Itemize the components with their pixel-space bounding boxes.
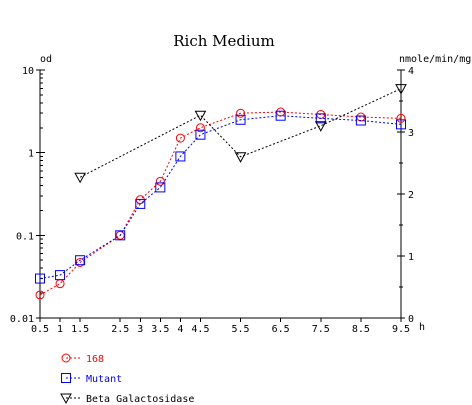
left-axis-label: od — [40, 54, 52, 65]
right-tick-label: 1 — [408, 252, 414, 263]
data-point — [396, 113, 406, 123]
legend-label: Beta Galactosidase — [86, 394, 194, 405]
right-tick-label: 0 — [408, 314, 414, 325]
legend-marker — [60, 393, 72, 405]
data-point — [396, 119, 406, 130]
right-axis-label: nmole/min/mg — [399, 54, 471, 65]
legend-marker — [61, 353, 71, 363]
data-point — [195, 129, 206, 140]
x-tick-label: 7.5 — [312, 324, 330, 335]
left-tick-label: 0.01 — [10, 314, 34, 325]
data-point — [175, 133, 185, 143]
data-point — [236, 108, 246, 118]
data-point — [155, 176, 165, 186]
data-point — [194, 110, 207, 122]
left-tick-label: 0.1 — [16, 231, 34, 242]
legend-label: 168 — [86, 354, 104, 365]
left-tick-label: 10 — [22, 66, 34, 77]
x-tick-label: 4 — [177, 324, 183, 335]
x-tick-label: 3.5 — [151, 324, 169, 335]
plot-area: 0.5 1 1.5 2.5 3 3.5 4 4.5 5.5 6.5 7.5 8.5 9.5 0.01 0.1… — [10, 66, 414, 335]
data-point — [275, 110, 286, 121]
data-point — [235, 114, 246, 125]
data-point — [75, 255, 86, 266]
series-line-1 — [39, 111, 402, 296]
chart-title: Rich Medium — [173, 32, 274, 50]
data-point — [74, 172, 86, 184]
right-tick-label: 3 — [408, 128, 414, 139]
data-point — [234, 152, 247, 163]
data-point — [395, 84, 407, 95]
data-point — [55, 270, 66, 281]
x-tick-label: 4.5 — [191, 324, 209, 335]
data-point — [175, 151, 186, 162]
series-line-2 — [39, 115, 402, 280]
data-point — [115, 230, 126, 241]
x-tick-label: 0.5 — [31, 324, 49, 335]
x-tick-label: 2.5 — [111, 324, 129, 335]
legend: 168 Mutant Beta Galactosidase — [60, 353, 194, 405]
data-point — [195, 123, 205, 133]
x-tick-label: 5.5 — [232, 324, 250, 335]
data-point — [315, 113, 326, 124]
x-tick-label: 3 — [137, 324, 143, 335]
data-point — [135, 198, 146, 209]
right-tick-label: 2 — [408, 190, 414, 201]
left-tick-label: 1 — [28, 149, 34, 160]
data-point — [155, 182, 166, 193]
data-point — [55, 279, 65, 289]
data-point — [355, 115, 366, 126]
legend-marker — [61, 373, 71, 383]
x-tick-label: 1 — [57, 324, 63, 335]
x-tick-label: 9.5 — [392, 324, 410, 335]
data-point — [35, 290, 45, 300]
data-point — [35, 273, 45, 284]
x-tick-label: 6.5 — [272, 324, 290, 335]
data-point — [314, 121, 327, 132]
x-axis-label: h — [419, 322, 425, 333]
right-tick-label: 4 — [408, 66, 414, 77]
series-line-3 — [79, 88, 402, 178]
x-tick-label: 1.5 — [71, 324, 89, 335]
legend-label: Mutant — [86, 374, 122, 385]
x-tick-label: 8.5 — [352, 324, 370, 335]
